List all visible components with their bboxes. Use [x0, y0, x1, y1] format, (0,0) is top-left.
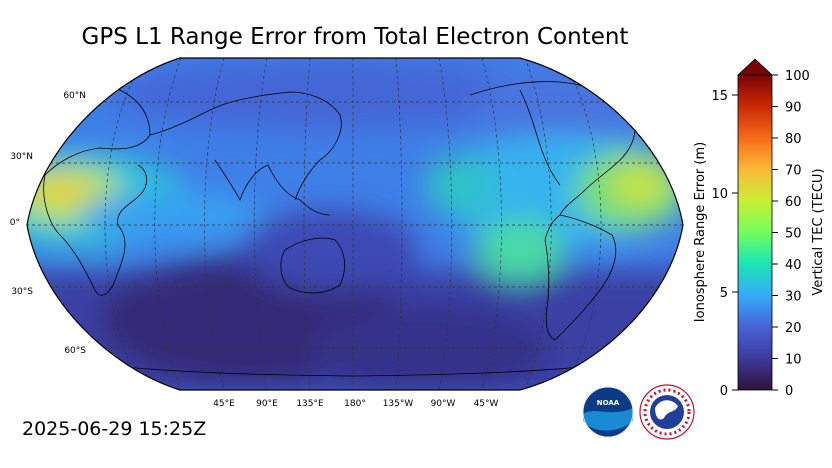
right-tick-80: 80 [785, 132, 802, 147]
right-tick-10: 10 [785, 353, 802, 368]
lon-label-135e: 135°E [296, 399, 324, 409]
lon-label-135w: 135°W [383, 399, 414, 409]
left-tick-15: 15 [711, 89, 728, 104]
right-axis-title: Vertical TEC (TECU) [811, 168, 826, 295]
left-axis-title: Ionosphere Range Error (m) [693, 142, 708, 322]
noaa-logo: NOAA [582, 386, 634, 438]
lon-label-45w: 45°W [474, 399, 499, 409]
colorbar: 0 5 10 15 Ionosphere Range Error (m) 0 1… [693, 58, 826, 399]
lat-label-30n: 30°N [10, 152, 33, 162]
left-tick-5: 5 [720, 286, 728, 301]
lon-label-45e: 45°E [213, 399, 235, 409]
tec-field [27, 58, 683, 390]
colorbar-extend-arrow [736, 58, 774, 76]
right-tick-50: 50 [785, 227, 802, 242]
nws-logo [639, 384, 695, 440]
right-tick-20: 20 [785, 321, 802, 336]
left-tick-0: 0 [720, 384, 728, 399]
globe-outline [26, 57, 684, 391]
colorbar-scale [737, 74, 773, 391]
right-tick-40: 40 [785, 258, 802, 273]
lon-label-90w: 90°W [431, 399, 456, 409]
lat-label-60n: 60°N [63, 91, 86, 101]
noaa-logo-text: NOAA [597, 399, 620, 407]
lat-label-60s: 60°S [64, 346, 86, 356]
lat-label-0: 0° [10, 218, 20, 228]
coastlines [39, 63, 656, 377]
right-tick-100: 100 [785, 69, 810, 84]
right-tick-30: 30 [785, 290, 802, 305]
map-title: GPS L1 Range Error from Total Electron C… [81, 24, 629, 50]
lat-label-30s: 30°S [11, 287, 33, 297]
right-tick-60: 60 [785, 195, 802, 210]
timestamp: 2025-06-29 15:25Z [22, 418, 207, 440]
lon-label-90e: 90°E [256, 399, 278, 409]
left-tick-10: 10 [711, 187, 728, 202]
lon-label-180: 180° [344, 399, 366, 409]
right-tick-70: 70 [785, 164, 802, 179]
right-tick-90: 90 [785, 101, 802, 116]
right-tick-0: 0 [785, 384, 793, 399]
